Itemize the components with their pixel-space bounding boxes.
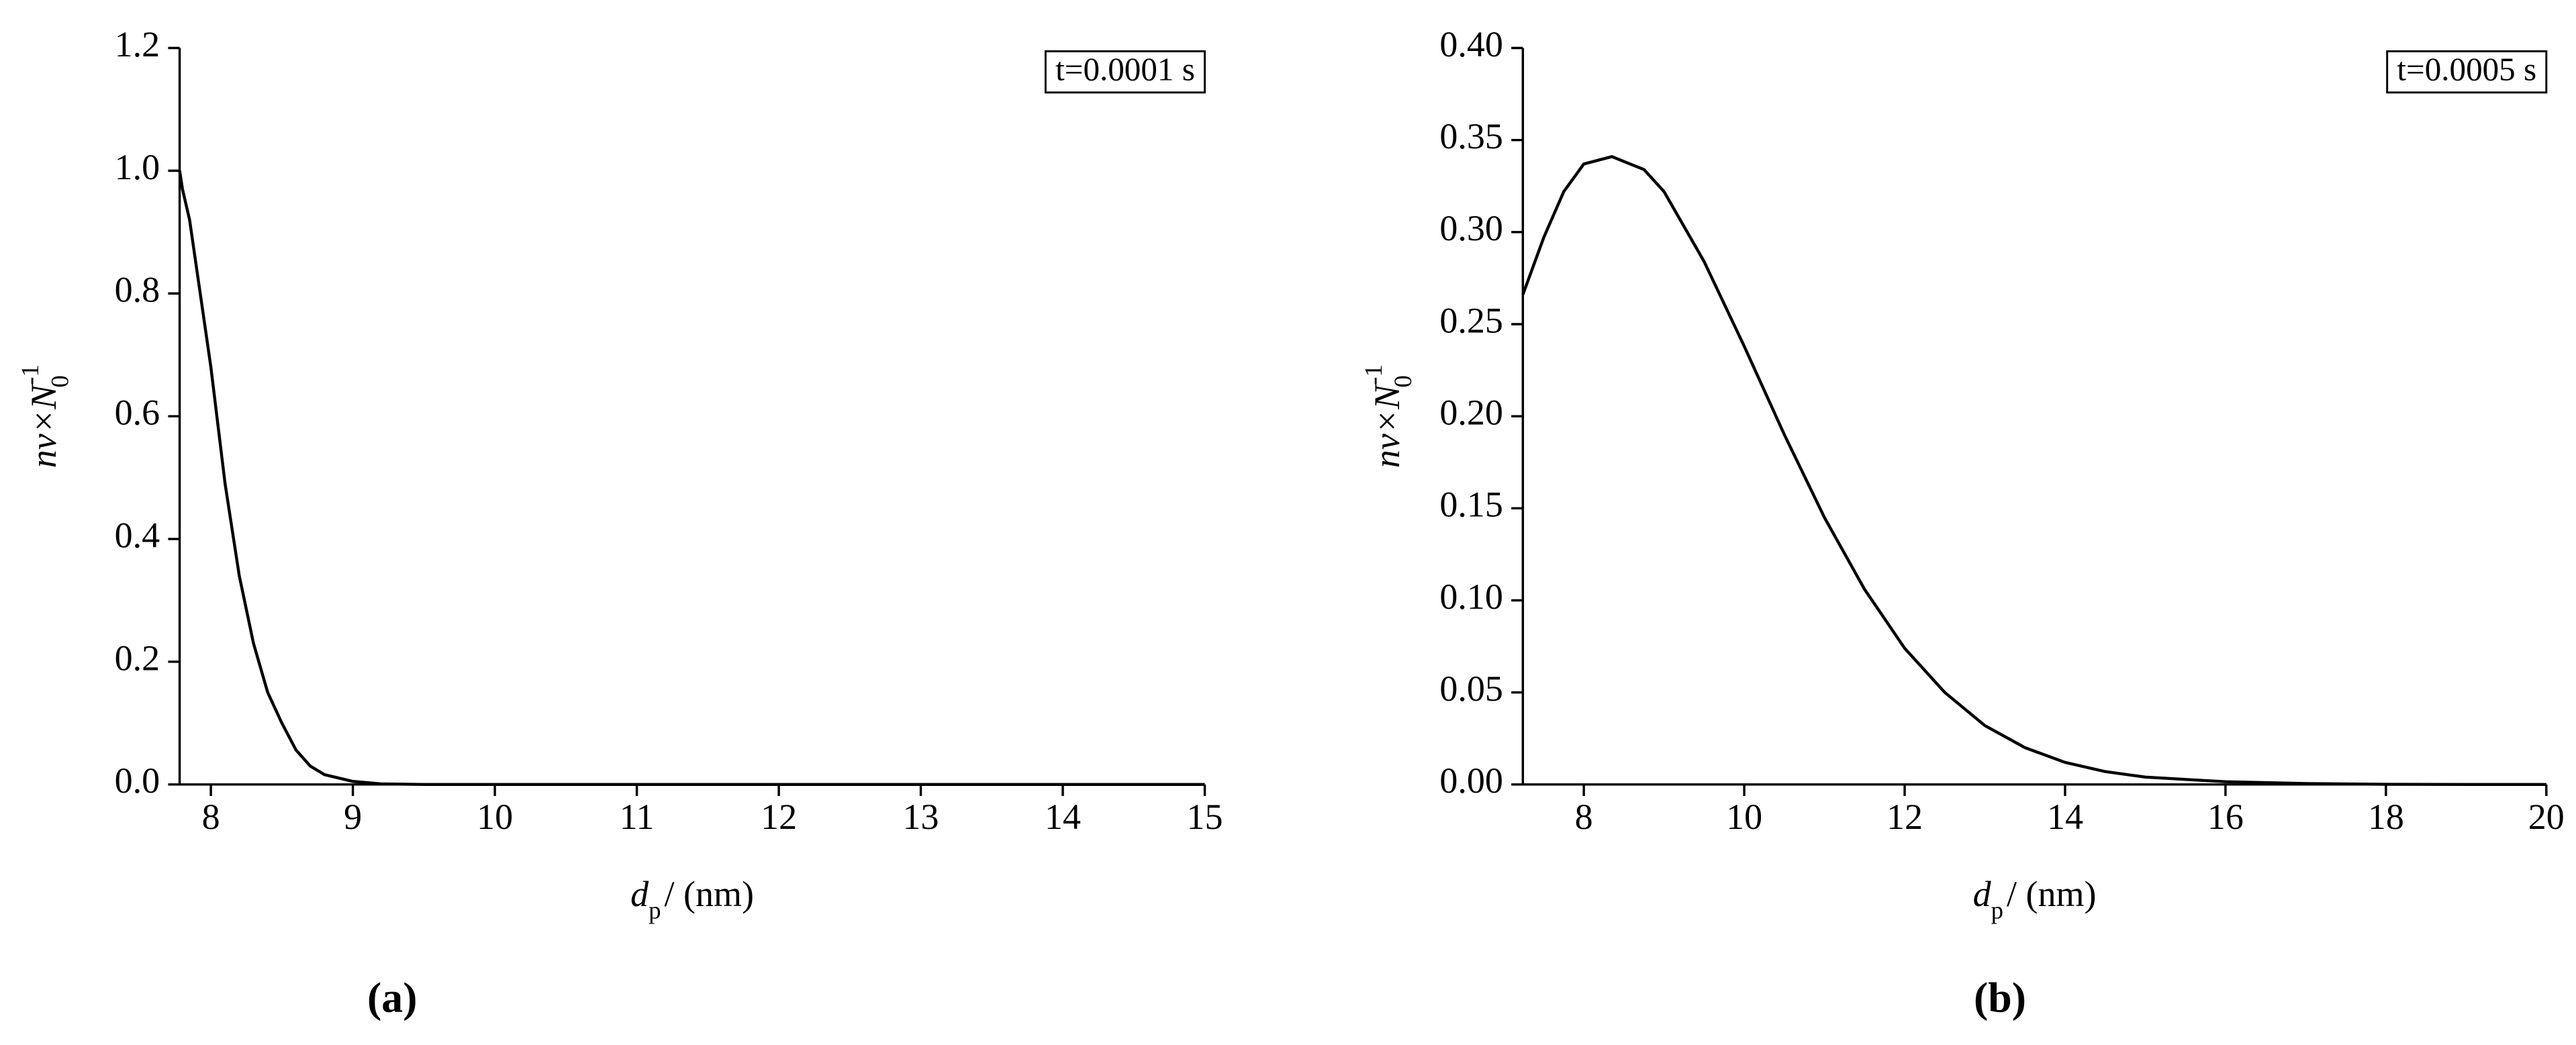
x-tick-label: 8: [1575, 797, 1593, 837]
annotation-box: [2386, 50, 2548, 94]
x-tick-label: 13: [903, 797, 939, 837]
x-tick-label: 10: [1726, 797, 1762, 837]
x-label-after: / (nm): [664, 875, 753, 915]
x-tick-label: 14: [2047, 797, 2083, 837]
y-tick-label: 0.2: [115, 638, 160, 678]
x-label-main: d: [630, 875, 649, 915]
x-tick-label: 15: [1187, 797, 1223, 837]
y-axis-label: nv×N-1 0: [1359, 364, 1417, 468]
y-label-sup: -1: [17, 364, 44, 385]
y-axis-label: nv×N-1 0: [17, 364, 74, 468]
x-tick-label: 9: [344, 797, 362, 837]
y-tick-label: 1.0: [115, 147, 160, 187]
x-tick-label: 20: [2528, 797, 2565, 837]
x-label-main: d: [1973, 875, 1992, 915]
x-axis-label: dp / (nm): [1973, 875, 2097, 924]
y-tick-label: 0.15: [1439, 485, 1503, 525]
x-tick-label: 10: [477, 797, 513, 837]
data-line: [178, 170, 1205, 787]
annotation: t=0.0005 s: [2397, 51, 2536, 88]
y-tick-label: 0.05: [1439, 668, 1503, 709]
panel-label: (a): [367, 974, 417, 1022]
x-tick-label: 12: [761, 797, 797, 837]
annotation-box: [1044, 50, 1206, 94]
y-tick-label: 0.4: [115, 515, 160, 555]
x-label-sub: p: [649, 897, 661, 924]
y-tick-label: 0.0: [115, 760, 160, 801]
y-label-sub: 0: [1389, 375, 1417, 387]
y-tick-label: 1.2: [115, 24, 160, 64]
y-tick-label: 0.40: [1439, 24, 1503, 64]
x-axis-label: dp / (nm): [630, 875, 754, 924]
panel-label: (b): [1974, 974, 2026, 1022]
x-tick-label: 11: [620, 797, 655, 837]
y-label-main: nv×N: [24, 383, 64, 468]
x-label-after: / (nm): [2007, 875, 2096, 915]
y-tick-label: 0.30: [1439, 208, 1503, 248]
x-label-sub: p: [1991, 897, 2003, 924]
y-tick-label: 0.6: [115, 393, 160, 433]
y-tick-label: 0.00: [1439, 760, 1503, 801]
y-tick-label: 0.8: [115, 270, 160, 310]
y-tick-label: 0.20: [1439, 393, 1503, 433]
x-tick-label: 12: [1887, 797, 1923, 837]
y-label-sub: 0: [46, 375, 74, 387]
x-tick-label: 18: [2368, 797, 2404, 837]
x-tick-label: 16: [2207, 797, 2244, 837]
y-label-main: nv×N: [1367, 383, 1407, 468]
x-tick-label: 8: [202, 797, 220, 837]
y-tick-label: 0.10: [1439, 577, 1503, 617]
y-tick-label: 0.25: [1439, 300, 1503, 340]
y-label-sup: -1: [1359, 364, 1387, 385]
x-tick-label: 14: [1045, 797, 1081, 837]
annotation: t=0.0001 s: [1055, 51, 1195, 88]
data-line: [1521, 155, 2546, 787]
y-tick-label: 0.35: [1439, 116, 1503, 156]
